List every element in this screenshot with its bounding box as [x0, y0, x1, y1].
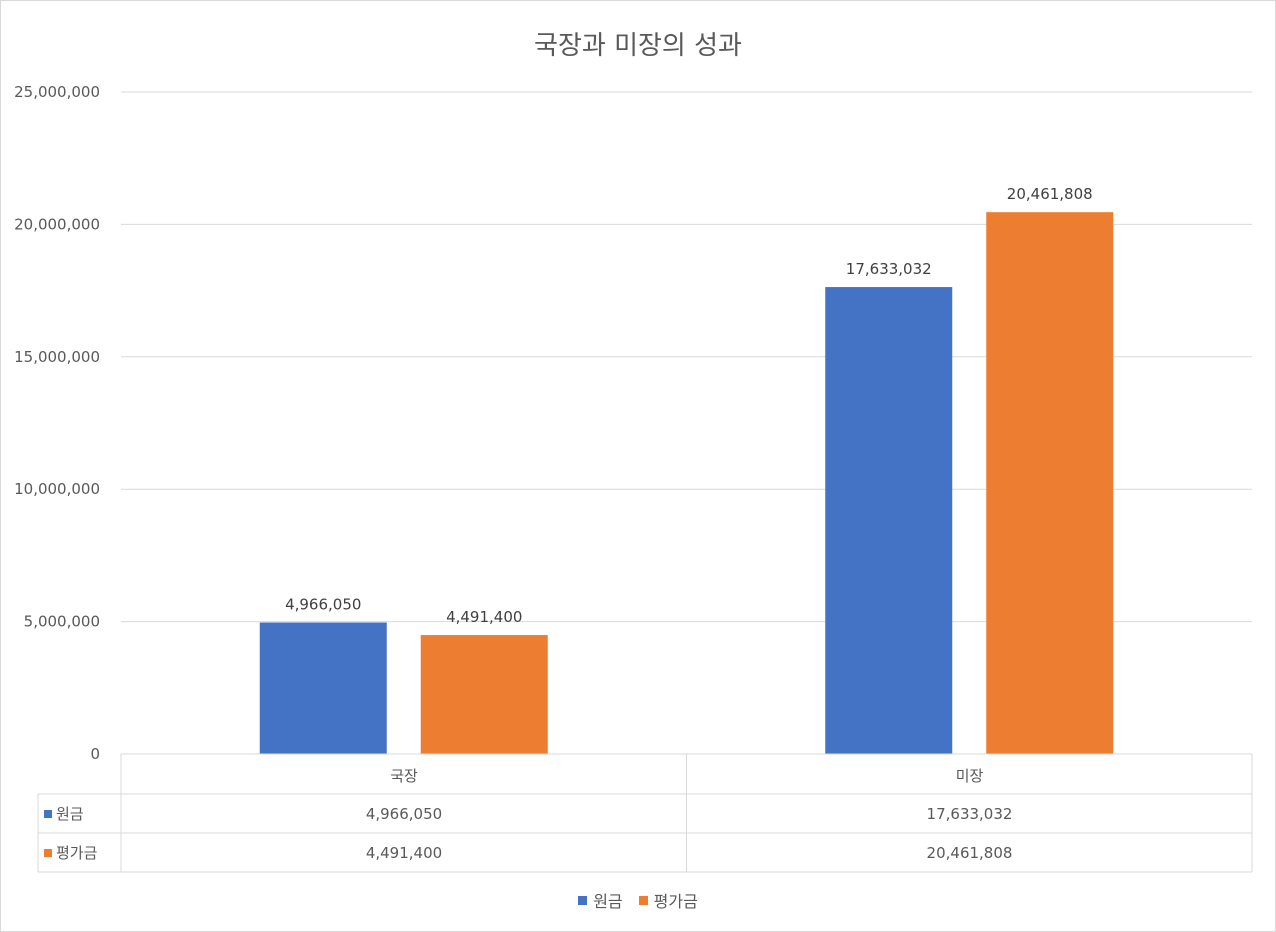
bar-valuation-0[interactable] [420, 635, 548, 754]
y-tick-label: 20,000,000 [14, 215, 100, 233]
y-tick-label: 25,000,000 [14, 83, 100, 101]
legend-label: 원금 [593, 892, 623, 911]
y-axis-ticks: 0 5,000,000 10,000,000 15,000,000 20,000,000… [14, 83, 100, 763]
legend-item-series-1[interactable]: 평가금 [638, 888, 698, 912]
series-0-swatch [44, 809, 52, 818]
y-tick-label: 0 [90, 745, 100, 763]
table-cell: 20,461,808 [926, 843, 1013, 862]
data-table-lines [37, 753, 1253, 873]
data-label: 4,966,050 [285, 595, 361, 613]
table-row-label-series-1: 평가금 [38, 833, 121, 872]
bar-principal-0[interactable] [259, 622, 387, 754]
table-header-cat-1: 미장 [955, 766, 984, 785]
bar-valuation-1[interactable] [986, 212, 1114, 754]
y-tick-label: 15,000,000 [14, 348, 100, 366]
legend: 원금 평가금 [0, 888, 1276, 912]
table-header-cat-0: 국장 [390, 766, 418, 785]
data-label: 20,461,808 [1007, 185, 1093, 203]
table-row-label-text: 평가금 [56, 844, 98, 862]
data-label-layer: 4,966,050 4,491,400 17,633,032 20,461,808 [285, 185, 1093, 626]
legend-item-series-0[interactable]: 원금 [578, 888, 623, 912]
chart-title: 국장과 미장의 성과 [534, 31, 742, 61]
legend-swatch-series-0 [578, 895, 588, 905]
bar-principal-1[interactable] [825, 287, 953, 754]
table-row-label-series-0: 원금 [38, 794, 121, 833]
table-cell: 4,966,050 [365, 804, 443, 823]
legend-swatch-series-1 [638, 895, 648, 905]
table-cell: 4,491,400 [365, 843, 443, 862]
bar-layer [259, 212, 1114, 754]
data-label: 4,491,400 [446, 608, 522, 626]
data-label: 17,633,032 [846, 260, 932, 278]
y-tick-label: 5,000,000 [24, 613, 100, 631]
legend-label: 평가금 [653, 892, 698, 911]
table-row-label-text: 원금 [56, 805, 84, 823]
series-1-swatch [44, 848, 52, 857]
y-tick-label: 10,000,000 [14, 480, 100, 498]
table-cell: 17,633,032 [926, 804, 1013, 823]
